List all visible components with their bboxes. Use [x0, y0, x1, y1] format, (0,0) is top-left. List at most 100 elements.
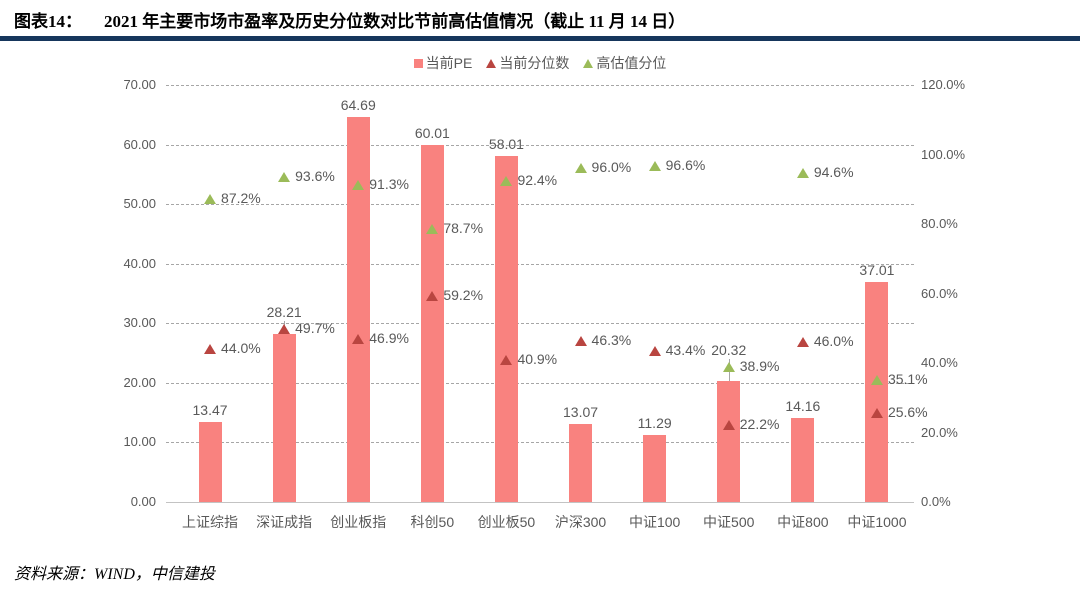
marker-value-label: 87.2%: [221, 189, 261, 206]
marker-high-percentile-icon: [574, 163, 587, 174]
bar-swatch-icon: [413, 58, 423, 68]
x-axis-category-label: 中证1000: [847, 514, 907, 530]
x-axis-category-label: 科创50: [410, 514, 455, 530]
y-axis-right-tick-label: 60.0%: [921, 285, 958, 301]
marker-current-percentile-icon: [352, 334, 365, 345]
source-note: 资料来源：WIND，中信建投: [14, 566, 215, 583]
marker-value-label: 91.3%: [369, 175, 409, 192]
x-axis-category-label: 中证800: [777, 514, 829, 530]
x-axis-category-label: 深证成指: [256, 514, 313, 530]
bar-value-label: 37.01: [859, 261, 895, 278]
marker-value-label: 38.9%: [739, 357, 780, 374]
y-axis-left-tick-label: 10.00: [123, 434, 156, 450]
legend-label: 高估值分位: [596, 55, 667, 71]
marker-current-percentile-icon: [278, 324, 291, 335]
bar-value-label: 64.69: [340, 96, 376, 113]
bar: [494, 156, 518, 502]
y-axis-left-tick-label: 40.00: [123, 255, 156, 271]
legend-label: 当前分位数: [499, 55, 570, 71]
marker-high-percentile-icon: [648, 161, 661, 172]
gridline: [166, 85, 914, 86]
marker-value-label: 35.1%: [887, 371, 928, 388]
marker-current-percentile-icon: [648, 346, 661, 357]
marker-value-label: 43.4%: [665, 342, 706, 359]
marker-current-percentile-icon: [722, 419, 735, 430]
x-axis-category-label: 创业板50: [477, 514, 536, 530]
marker-value-label: 96.0%: [591, 159, 632, 176]
y-axis-left-tick-label: 50.00: [123, 196, 156, 212]
y-axis-right-tick-label: 20.0%: [921, 424, 958, 440]
y-axis-left-tick-label: 0.00: [130, 494, 156, 509]
bar: [569, 424, 593, 502]
bar-value-label: 11.29: [637, 414, 672, 431]
chart-legend: 当前PE 当前分位数 高估值分位: [0, 53, 1080, 73]
marker-value-label: 22.2%: [739, 415, 780, 432]
marker-value-label: 94.6%: [813, 164, 854, 181]
y-axis-right-tick-label: 80.0%: [921, 216, 958, 231]
marker-high-percentile-icon: [796, 168, 809, 179]
y-axis-left-tick-label: 60.00: [123, 136, 156, 152]
bar: [643, 434, 667, 502]
bar-value-label: 58.01: [488, 136, 524, 153]
legend-item-current-pe: 当前PE: [413, 53, 473, 73]
x-axis-category-label: 中证100: [628, 514, 681, 530]
figure-label: 图表14：: [14, 12, 82, 31]
marker-value-label: 46.3%: [591, 332, 632, 349]
x-axis-category-label: 沪深300: [554, 514, 607, 530]
marker-value-label: 25.6%: [887, 404, 928, 421]
gridline: [166, 323, 914, 325]
y-axis-left: 70.00 60.00 50.00 40.00 30.00 20.00 10.00 0.00: [56, 77, 156, 509]
marker-value-label: 44.0%: [221, 340, 261, 357]
triangle-marker-icon: [583, 58, 594, 68]
marker-value-label: 92.4%: [517, 171, 558, 188]
bar-value-label: 13.47: [192, 401, 228, 418]
bar-value-label: 13.07: [563, 404, 599, 421]
bar: [791, 417, 815, 502]
gridline: [166, 144, 914, 146]
bar-value-label: 14.16: [785, 397, 821, 414]
y-axis-left-tick-label: 30.00: [123, 315, 156, 331]
y-axis-right-tick-label: 0.0%: [921, 494, 951, 509]
marker-value-label: 96.6%: [665, 157, 706, 174]
marker-high-percentile-icon: [278, 171, 291, 182]
title-rule: [0, 36, 1080, 41]
x-axis-category-label: 创业板指: [330, 514, 387, 530]
bar-value-label: 60.01: [414, 124, 450, 141]
marker-value-label: 40.9%: [517, 350, 558, 367]
marker-value-label: 78.7%: [443, 219, 484, 236]
marker-current-percentile-icon: [870, 408, 883, 419]
x-axis-category-label: 上证综指: [182, 514, 239, 530]
bar: [272, 333, 296, 502]
legend-item-high-percentile: 高估值分位: [583, 53, 666, 73]
marker-high-percentile-icon: [722, 361, 735, 372]
bar: [865, 281, 889, 502]
legend-item-current-percentile: 当前分位数: [486, 53, 569, 73]
legend-label: 当前PE: [425, 55, 473, 71]
gridline: [166, 263, 914, 265]
marker-high-percentile-icon: [352, 179, 365, 190]
marker-value-label: 59.2%: [443, 287, 484, 304]
gridline: [166, 442, 914, 444]
marker-current-percentile-icon: [204, 344, 217, 355]
marker-high-percentile-icon: [426, 223, 439, 234]
bar: [346, 116, 370, 502]
marker-value-label: 93.6%: [295, 167, 335, 184]
marker-value-label: 46.0%: [813, 333, 854, 350]
marker-high-percentile-icon: [500, 175, 513, 186]
marker-current-percentile-icon: [796, 337, 809, 348]
bar: [717, 380, 741, 502]
y-axis-right-tick-label: 40.0%: [921, 355, 958, 370]
marker-value-label: 46.9%: [369, 330, 409, 347]
y-axis-left-tick-label: 20.00: [123, 374, 156, 390]
y-axis-right: 120.0% 100.0% 80.0% 60.0% 40.0% 20.0% 0.0%: [921, 77, 1011, 509]
triangle-marker-icon: [486, 58, 497, 68]
gridline: [166, 204, 914, 206]
bar-value-label: 28.21: [266, 304, 302, 321]
chart-title: 2021 年主要市场市盈率及历史分位数对比节前高估值情况（截止 11 月 14 …: [104, 12, 686, 31]
chart-header: 图表14： 2021 年主要市场市盈率及历史分位数对比节前高估值情况（截止 11 …: [14, 7, 685, 32]
marker-current-percentile-icon: [500, 354, 513, 365]
bar: [198, 421, 222, 502]
marker-high-percentile-icon: [870, 375, 883, 386]
plot-area: 13.47 28.21 64.69 60.01 58.01 13.07 11.29 20.32…: [166, 85, 928, 530]
